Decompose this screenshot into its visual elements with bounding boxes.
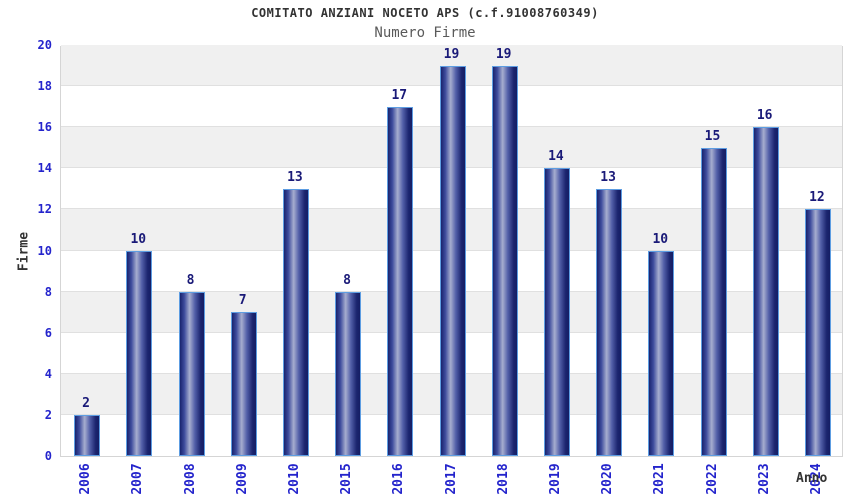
x-tick-label: 2006 [78, 463, 94, 495]
bar-value-label: 13 [287, 169, 303, 185]
bar-value-label: 8 [186, 272, 195, 288]
x-tick-label: 2015 [339, 463, 355, 495]
x-tick-label: 2017 [443, 463, 459, 495]
y-tick-label: 4 [44, 366, 52, 381]
bar-value-label: 2 [82, 395, 90, 411]
x-tick-label: 2007 [130, 463, 146, 495]
bar-value-label: 15 [704, 128, 721, 144]
bar-2018 [491, 65, 518, 456]
y-tick-label: 20 [37, 38, 52, 52]
bar-value-label: 10 [652, 231, 669, 247]
bar-2020 [596, 188, 623, 456]
bar-2019 [543, 168, 570, 456]
y-tick-label: 14 [37, 161, 52, 176]
bar-value-label: 19 [443, 46, 460, 62]
bar-2015 [335, 291, 362, 456]
bar-2021 [648, 250, 675, 456]
y-tick-label: 2 [44, 407, 52, 422]
bar-2017 [439, 65, 466, 456]
bar-value-label: 19 [495, 46, 512, 62]
bar-2007 [126, 250, 153, 456]
x-tick-label: 2021 [652, 463, 668, 495]
x-tick-label: 2018 [495, 463, 511, 495]
bar-value-label: 14 [548, 149, 564, 165]
y-tick-label: 10 [37, 243, 52, 258]
x-tick-label: 2009 [234, 463, 250, 495]
bar-value-label: 7 [238, 293, 247, 309]
bar-value-label: 16 [756, 108, 773, 124]
y-axis-title: Firme [16, 231, 32, 272]
bar-2022 [700, 147, 727, 456]
y-tick-label: 12 [37, 202, 52, 217]
bar-value-label: 8 [343, 272, 351, 288]
bar-2008 [178, 291, 205, 456]
bar-2024 [804, 209, 831, 456]
bar-value-label: 10 [130, 231, 147, 247]
plot-area [60, 45, 843, 457]
x-tick-label: 2020 [600, 463, 616, 495]
y-tick-label: 0 [44, 449, 52, 463]
x-axis-title: Anno [796, 471, 828, 486]
chart-subtitle: Numero Firme [374, 25, 476, 41]
x-tick-label: 2010 [286, 463, 302, 495]
bar-2023 [752, 127, 779, 456]
bar-value-label: 12 [809, 190, 825, 206]
y-tick-label: 18 [37, 79, 52, 94]
bar-2006 [74, 414, 101, 456]
bar-value-label: 13 [600, 169, 616, 185]
x-tick-label: 2008 [182, 463, 198, 495]
y-tick-label: 8 [44, 284, 52, 299]
y-tick-label: 16 [37, 120, 52, 135]
bar-2009 [230, 312, 257, 456]
x-tick-label: 2016 [391, 463, 407, 495]
bar-2016 [387, 106, 414, 456]
chart-title: COMITATO ANZIANI NOCETO APS (c.f.9100876… [251, 6, 599, 20]
x-tick-label: 2022 [704, 463, 720, 495]
y-tick-label: 6 [44, 325, 52, 340]
bar-value-label: 17 [391, 87, 408, 103]
x-tick-label: 2019 [547, 463, 563, 495]
bar-2010 [282, 188, 309, 456]
x-tick-label: 2023 [756, 463, 772, 495]
